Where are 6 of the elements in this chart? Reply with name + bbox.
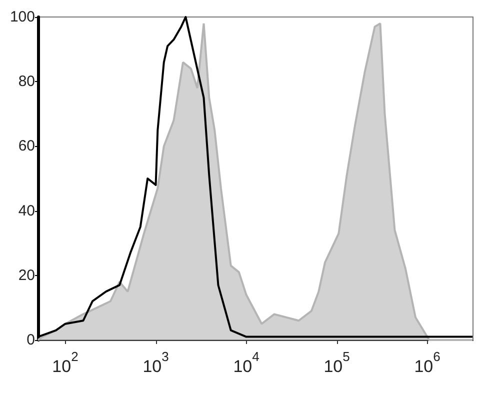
y-tick-label: 20 (18, 266, 35, 284)
y-tick-label: 80 (18, 73, 35, 90)
y-tick-label: 0 (26, 332, 35, 348)
y-tick-label: 40 (18, 202, 35, 220)
y-tick-label: 60 (18, 138, 35, 155)
y-tick-label: 100 (10, 8, 35, 26)
